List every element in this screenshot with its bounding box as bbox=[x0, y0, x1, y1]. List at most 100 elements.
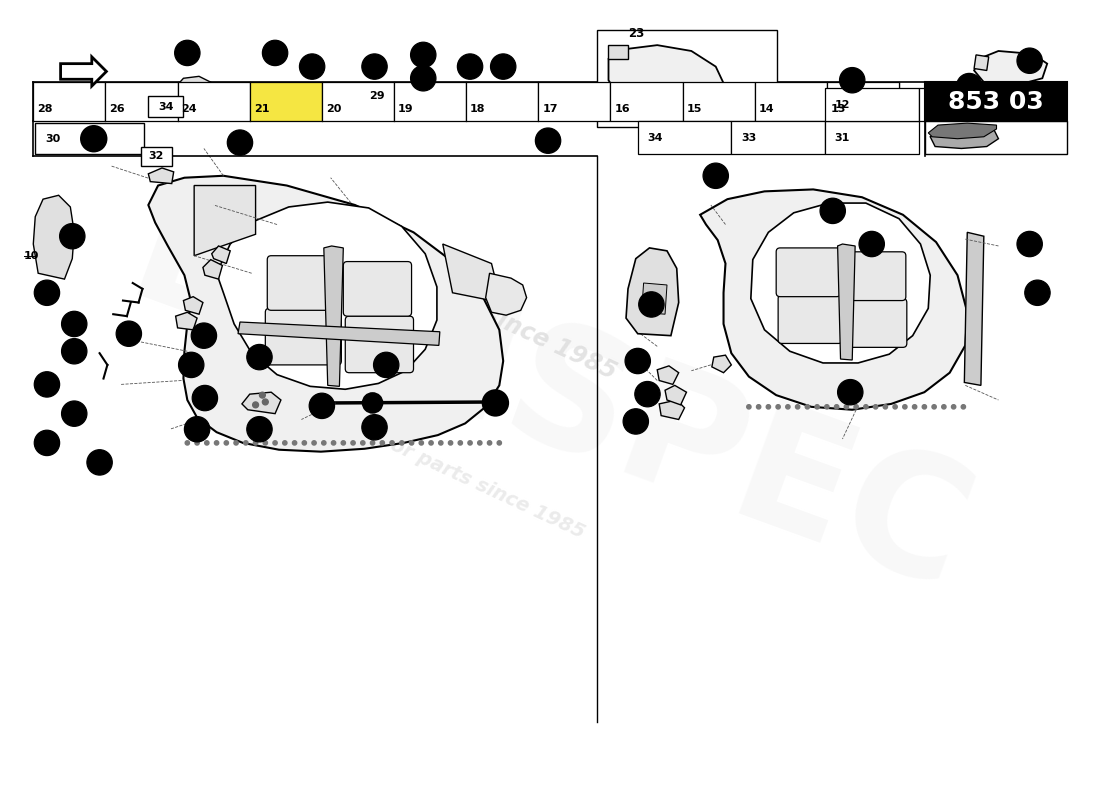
Circle shape bbox=[228, 130, 253, 155]
Circle shape bbox=[246, 345, 272, 370]
Bar bbox=[141, 146, 172, 166]
Polygon shape bbox=[626, 248, 679, 336]
Polygon shape bbox=[837, 244, 855, 360]
Text: 15: 15 bbox=[864, 239, 879, 249]
Text: 22: 22 bbox=[640, 389, 656, 399]
Circle shape bbox=[459, 441, 462, 445]
Circle shape bbox=[785, 405, 790, 409]
Circle shape bbox=[439, 441, 443, 445]
Circle shape bbox=[234, 441, 239, 445]
Text: 11: 11 bbox=[189, 424, 205, 434]
Circle shape bbox=[302, 441, 307, 445]
Text: 28: 28 bbox=[37, 105, 53, 114]
Circle shape bbox=[62, 338, 87, 364]
Circle shape bbox=[854, 405, 858, 409]
Text: 24: 24 bbox=[416, 50, 431, 60]
Circle shape bbox=[192, 386, 218, 410]
Circle shape bbox=[458, 54, 483, 79]
Bar bbox=[825, 88, 918, 121]
Circle shape bbox=[703, 163, 728, 189]
Polygon shape bbox=[148, 168, 174, 183]
Text: 16: 16 bbox=[614, 105, 630, 114]
Text: 17: 17 bbox=[843, 387, 858, 398]
Text: 18: 18 bbox=[628, 417, 643, 426]
Circle shape bbox=[244, 441, 248, 445]
Text: 30: 30 bbox=[45, 134, 60, 144]
Circle shape bbox=[864, 405, 868, 409]
Circle shape bbox=[757, 405, 761, 409]
Bar bbox=[35, 123, 144, 154]
Circle shape bbox=[429, 441, 433, 445]
Circle shape bbox=[419, 441, 424, 445]
Bar bbox=[33, 82, 106, 121]
Text: 2: 2 bbox=[1034, 288, 1042, 298]
Text: 27: 27 bbox=[252, 424, 267, 434]
FancyBboxPatch shape bbox=[345, 316, 414, 373]
Circle shape bbox=[922, 405, 926, 409]
Polygon shape bbox=[486, 274, 527, 315]
Circle shape bbox=[185, 441, 189, 445]
Circle shape bbox=[374, 352, 399, 378]
Bar bbox=[322, 82, 394, 121]
Text: 29: 29 bbox=[368, 91, 384, 101]
Text: 16: 16 bbox=[416, 74, 431, 83]
Polygon shape bbox=[242, 392, 280, 414]
Text: 18: 18 bbox=[470, 105, 485, 114]
Bar bbox=[825, 121, 918, 154]
Bar bbox=[638, 121, 732, 154]
FancyBboxPatch shape bbox=[778, 294, 843, 343]
Circle shape bbox=[351, 441, 355, 445]
Polygon shape bbox=[175, 76, 211, 110]
Circle shape bbox=[224, 441, 229, 445]
Text: 11: 11 bbox=[495, 62, 512, 71]
Text: 8: 8 bbox=[201, 393, 209, 403]
Text: 14: 14 bbox=[759, 105, 774, 114]
Text: 11: 11 bbox=[928, 100, 944, 110]
Polygon shape bbox=[641, 283, 667, 314]
Polygon shape bbox=[60, 57, 107, 86]
Circle shape bbox=[361, 441, 365, 445]
Text: 16: 16 bbox=[66, 346, 82, 356]
Bar bbox=[732, 121, 825, 154]
Circle shape bbox=[191, 323, 217, 348]
Circle shape bbox=[246, 417, 272, 442]
Bar bbox=[250, 82, 322, 121]
Text: 30: 30 bbox=[305, 62, 320, 71]
Text: 17: 17 bbox=[1022, 239, 1037, 249]
Circle shape bbox=[62, 311, 87, 337]
Bar bbox=[106, 82, 177, 121]
Text: 15: 15 bbox=[686, 105, 702, 114]
Circle shape bbox=[283, 441, 287, 445]
Text: 32: 32 bbox=[148, 151, 164, 162]
Text: a passion for parts since 1985: a passion for parts since 1985 bbox=[278, 385, 587, 542]
Text: 12: 12 bbox=[196, 330, 211, 341]
FancyBboxPatch shape bbox=[343, 262, 411, 316]
Text: 20: 20 bbox=[67, 319, 81, 329]
Circle shape bbox=[87, 450, 112, 475]
Circle shape bbox=[341, 441, 345, 445]
Circle shape bbox=[776, 405, 780, 409]
Circle shape bbox=[34, 372, 59, 397]
FancyBboxPatch shape bbox=[265, 308, 341, 365]
Text: 17: 17 bbox=[845, 75, 860, 86]
Circle shape bbox=[117, 321, 142, 346]
Bar bbox=[597, 30, 778, 127]
Text: 5: 5 bbox=[1026, 56, 1034, 66]
Text: 3: 3 bbox=[712, 170, 719, 181]
Text: 11: 11 bbox=[378, 360, 394, 370]
Circle shape bbox=[625, 348, 650, 374]
Circle shape bbox=[913, 405, 916, 409]
Text: a passion for parts since 1985: a passion for parts since 1985 bbox=[245, 192, 620, 384]
Circle shape bbox=[747, 405, 751, 409]
FancyBboxPatch shape bbox=[843, 252, 905, 301]
Text: 12: 12 bbox=[835, 100, 850, 110]
FancyBboxPatch shape bbox=[777, 248, 840, 297]
Text: 13: 13 bbox=[40, 288, 55, 298]
Polygon shape bbox=[33, 195, 74, 279]
Circle shape bbox=[839, 67, 865, 93]
Text: 21: 21 bbox=[254, 105, 270, 114]
Text: 31: 31 bbox=[835, 133, 850, 142]
Circle shape bbox=[253, 402, 258, 408]
Text: 19: 19 bbox=[398, 105, 414, 114]
FancyBboxPatch shape bbox=[845, 298, 906, 347]
